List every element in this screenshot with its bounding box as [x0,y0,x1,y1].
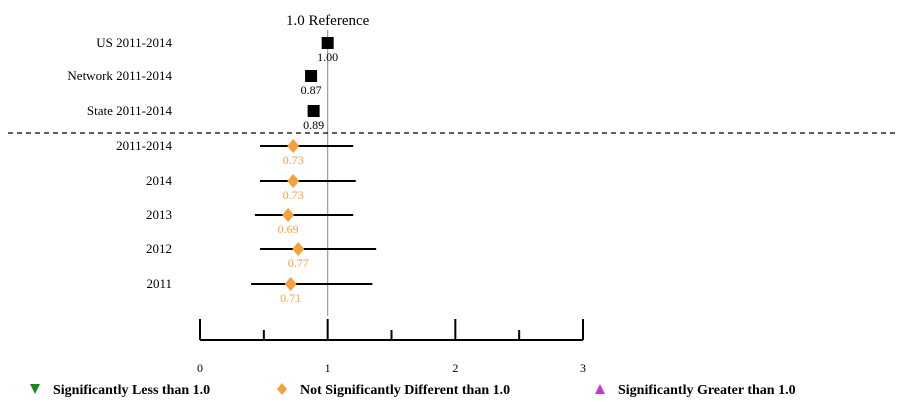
legend-symbol-not_significant [277,383,287,395]
row-label: 2011-2014 [116,138,172,153]
row-label: 2014 [146,173,173,188]
estimate-diamond [287,139,299,153]
row-label: 2013 [146,207,172,222]
estimate-diamond [282,208,294,222]
estimate-value-label: 0.73 [283,153,304,167]
benchmark-value-label: 0.87 [301,83,322,97]
legend-symbol-less [30,384,40,394]
legend-label-not_significant: Not Significantly Different than 1.0 [300,383,510,398]
legend-label-greater: Significantly Greater than 1.0 [618,383,796,398]
x-axis: 0 1 2 3 [197,319,586,375]
estimate-diamond [292,242,304,256]
legend-symbol-greater [595,384,605,394]
row-label: 2011 [146,276,172,291]
benchmark-label: US 2011-2014 [96,35,172,50]
estimate-diamond [287,174,299,188]
estimate-value-label: 0.71 [280,291,301,305]
benchmark-square [322,37,334,49]
estimate-value-label: 0.69 [278,222,299,236]
x-tick-label: 2 [452,361,458,375]
estimate-diamond [285,277,297,291]
legend: Significantly Less than 1.0 Not Significa… [30,383,796,398]
benchmark-label: Network 2011-2014 [67,68,172,83]
reference-label: 1.0 Reference [286,13,370,29]
benchmark-label: State 2011-2014 [87,103,173,118]
x-tick-label: 3 [580,361,586,375]
benchmark-square [305,70,317,82]
estimate-value-label: 0.73 [283,188,304,202]
x-tick-label: 1 [325,361,331,375]
benchmark-value-label: 0.89 [303,118,324,132]
x-tick-label: 0 [197,361,203,375]
benchmark-value-label: 1.00 [317,50,338,64]
legend-label-less: Significantly Less than 1.0 [53,383,210,398]
row-label: 2012 [146,241,172,256]
estimate-value-label: 0.77 [288,256,309,270]
benchmark-square [308,105,320,117]
